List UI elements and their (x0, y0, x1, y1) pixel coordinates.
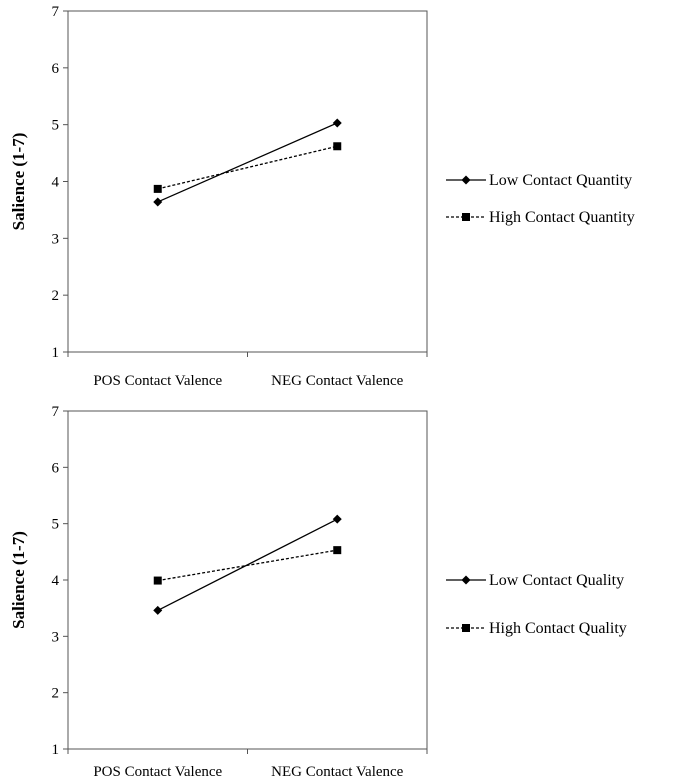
x-tick-label: NEG Contact Valence (271, 764, 404, 780)
series-line (157, 145, 338, 190)
series-2 (153, 142, 342, 193)
x-tick-label: POS Contact Valence (93, 764, 222, 780)
legend-entry-2: High Contact Quality (446, 620, 627, 637)
y-tick-label: 1 (52, 345, 60, 361)
data-point (332, 118, 342, 128)
y-tick-label: 7 (52, 4, 60, 20)
data-point (153, 576, 162, 585)
y-tick-label: 5 (52, 118, 60, 134)
y-tick-label: 6 (52, 460, 60, 476)
plot-frame (67, 10, 428, 353)
y-tick-label: 6 (52, 61, 60, 77)
x-tick-label: POS Contact Valence (93, 373, 222, 389)
data-point (333, 546, 342, 555)
y-tick-label: 2 (52, 288, 60, 304)
legend-entry-1: Low Contact Quality (446, 572, 624, 589)
y-tick-label: 5 (52, 517, 60, 533)
x-tick-label: NEG Contact Valence (271, 373, 404, 389)
series-1 (153, 118, 342, 207)
data-point (332, 514, 342, 524)
legend-marker (462, 213, 470, 221)
series-line (157, 549, 338, 582)
series-line (157, 122, 338, 203)
y-tick-label: 3 (52, 231, 60, 247)
legend-marker (462, 624, 470, 632)
series-2 (153, 546, 342, 585)
y-tick-label: 1 (52, 742, 60, 758)
legend-entry-1: Low Contact Quantity (446, 172, 632, 189)
legend-label: High Contact Quality (489, 620, 627, 637)
y-axis-label: Salience (1-7) (9, 531, 28, 629)
y-tick-label: 7 (52, 404, 60, 420)
chart-panel-2: 1 2 3 4 5 6 7 POS Contact Valence NEG Contact Va… (9, 404, 627, 780)
plot-frame (67, 410, 428, 750)
legend-label: High Contact Quantity (489, 209, 635, 226)
legend-entry-2: High Contact Quantity (446, 209, 635, 226)
legend-label: Low Contact Quantity (489, 172, 632, 189)
legend-label: Low Contact Quality (489, 572, 624, 589)
y-tick-label: 4 (52, 175, 60, 191)
y-axis-label: Salience (1-7) (9, 133, 28, 231)
data-point (153, 197, 163, 207)
data-point (153, 184, 162, 193)
y-tick-label: 2 (52, 686, 60, 702)
legend-marker (461, 575, 471, 585)
legend-marker (461, 175, 471, 185)
y-tick-label: 3 (52, 629, 60, 645)
data-point (153, 605, 163, 615)
y-tick-label: 4 (52, 573, 60, 589)
chart-panel-1: 1 2 3 4 5 6 7 POS Contact Valence NEG Contact Va… (9, 4, 635, 389)
data-point (333, 142, 342, 151)
